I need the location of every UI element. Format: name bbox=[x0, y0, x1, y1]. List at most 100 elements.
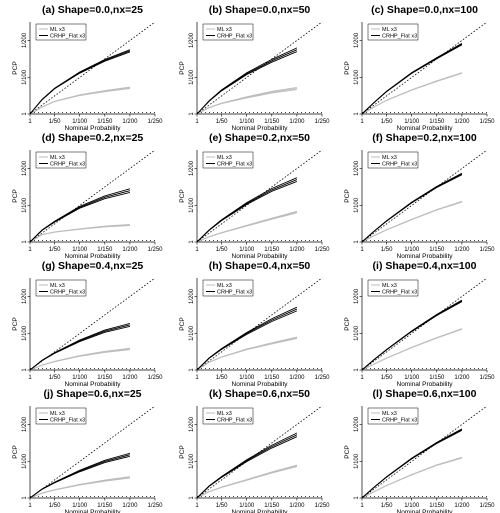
x-tick-label: 1 bbox=[360, 375, 364, 381]
x-tick-label: 1 bbox=[360, 247, 364, 253]
y-tick-label: 1/200 bbox=[22, 32, 28, 48]
legend-ml-label: ML x3 bbox=[50, 155, 65, 161]
legend-ml-label: ML x3 bbox=[382, 411, 397, 417]
y-axis-label: PCP bbox=[12, 317, 19, 330]
y-tick-label: 1/200 bbox=[354, 160, 360, 176]
ml-series-line bbox=[196, 336, 297, 371]
x-tick-label: 1/250 bbox=[479, 503, 495, 509]
y-tick-label: 1/100 bbox=[22, 453, 28, 469]
legend-ml-label: ML x3 bbox=[50, 283, 65, 289]
legend-crhp-label: CRHP_Flat x3 bbox=[217, 290, 252, 296]
y-tick-label: 1 bbox=[22, 368, 28, 372]
crhp-series-line bbox=[196, 434, 298, 499]
x-tick-label: 1/250 bbox=[479, 375, 495, 381]
x-axis-label: Nominal Probability bbox=[397, 253, 454, 260]
x-tick-label: 1 bbox=[195, 503, 199, 509]
ml-series-line bbox=[196, 337, 297, 371]
ml-series-line bbox=[196, 338, 297, 371]
y-tick-label: 1 bbox=[22, 240, 28, 244]
crhp-series-line bbox=[196, 47, 298, 115]
y-tick-label: 1 bbox=[354, 496, 360, 500]
crhp-series-line bbox=[196, 432, 298, 499]
crhp-series-line bbox=[29, 454, 131, 499]
x-tick-label: 1/250 bbox=[147, 503, 163, 509]
crhp-series-line bbox=[29, 188, 131, 243]
x-tick-label: 1 bbox=[28, 375, 32, 381]
crhp-series-line bbox=[361, 43, 463, 115]
panel-h: (h) Shape=0.4,nx=50 1 1/50 1/100 1/150 1/200 1… bbox=[179, 260, 330, 388]
x-tick-label: 1/50 bbox=[216, 247, 228, 253]
legend-crhp-label: CRHP_Flat x3 bbox=[50, 34, 85, 40]
x-axis-label: Nominal Probability bbox=[65, 509, 122, 513]
reference-line bbox=[29, 277, 156, 371]
x-tick-label: 1/150 bbox=[97, 503, 113, 509]
x-tick-label: 1/200 bbox=[454, 247, 470, 253]
crhp-series-line bbox=[29, 51, 131, 115]
reference-line bbox=[361, 277, 488, 371]
x-tick-label: 1/150 bbox=[97, 119, 113, 125]
x-tick-label: 1/100 bbox=[72, 119, 88, 125]
legend-crhp-label: CRHP_Flat x3 bbox=[217, 34, 252, 40]
x-tick-label: 1/200 bbox=[289, 375, 305, 381]
y-tick-label: 1 bbox=[22, 496, 28, 500]
y-tick-label: 1/100 bbox=[22, 69, 28, 85]
y-axis-label: PCP bbox=[179, 317, 186, 330]
x-tick-label: 1/150 bbox=[97, 375, 113, 381]
x-tick-label: 1/200 bbox=[454, 375, 470, 381]
x-axis-label: Nominal Probability bbox=[232, 253, 289, 260]
legend-crhp-label: CRHP_Flat x3 bbox=[217, 162, 252, 168]
legend-ml-label: ML x3 bbox=[382, 27, 397, 33]
panel-b: (b) Shape=0.0,nx=50 1 1/50 1/100 1/150 1/200 1… bbox=[179, 4, 330, 132]
x-tick-label: 1/100 bbox=[239, 247, 255, 253]
x-tick-label: 1/200 bbox=[122, 247, 138, 253]
y-tick-label: 1/200 bbox=[189, 32, 195, 48]
ml-series-line bbox=[196, 86, 297, 115]
reference-line bbox=[361, 21, 488, 115]
panel-title: (j) Shape=0.6,nx=25 bbox=[43, 388, 141, 400]
reference-line bbox=[196, 21, 323, 115]
reference-line bbox=[29, 405, 156, 499]
x-axis-label: Nominal Probability bbox=[232, 509, 289, 513]
reference-line bbox=[196, 405, 323, 499]
panel-title: (e) Shape=0.2,nx=50 bbox=[209, 132, 310, 144]
panel-d: (d) Shape=0.2,nx=25 1 1/50 1/100 1/150 1/200 1… bbox=[12, 132, 163, 260]
x-tick-label: 1/200 bbox=[289, 503, 305, 509]
x-tick-label: 1/50 bbox=[216, 503, 228, 509]
crhp-series-line bbox=[361, 429, 463, 499]
crhp-series-line bbox=[361, 300, 463, 371]
x-tick-label: 1/100 bbox=[239, 375, 255, 381]
y-tick-label: 1 bbox=[189, 496, 195, 500]
x-tick-label: 1/200 bbox=[289, 247, 305, 253]
x-tick-label: 1/50 bbox=[381, 375, 393, 381]
ml-series-line bbox=[196, 464, 298, 499]
x-tick-label: 1/100 bbox=[239, 119, 255, 125]
legend-crhp-label: CRHP_Flat x3 bbox=[217, 418, 252, 424]
legend-crhp-label: CRHP_Flat x3 bbox=[50, 290, 85, 296]
y-tick-label: 1 bbox=[189, 368, 195, 372]
legend-box bbox=[367, 23, 419, 41]
x-tick-label: 1/50 bbox=[381, 119, 393, 125]
crhp-series-line bbox=[361, 44, 463, 115]
x-tick-label: 1/200 bbox=[122, 375, 138, 381]
x-tick-label: 1/150 bbox=[429, 503, 445, 509]
x-tick-label: 1/150 bbox=[264, 247, 280, 253]
x-tick-label: 1/50 bbox=[49, 375, 61, 381]
x-axis-label: Nominal Probability bbox=[397, 381, 454, 388]
legend-ml-label: ML x3 bbox=[217, 411, 232, 417]
x-tick-label: 1/50 bbox=[381, 503, 393, 509]
crhp-series-line bbox=[361, 172, 463, 243]
y-axis-label: PCP bbox=[344, 317, 351, 330]
legend-crhp-label: CRHP_Flat x3 bbox=[382, 162, 417, 168]
ml-series-line bbox=[29, 347, 130, 371]
x-tick-label: 1/50 bbox=[49, 247, 61, 253]
y-tick-label: 1/200 bbox=[22, 288, 28, 304]
legend-box bbox=[202, 151, 254, 169]
crhp-series-line bbox=[29, 452, 131, 499]
x-tick-label: 1/200 bbox=[122, 119, 138, 125]
x-tick-label: 1 bbox=[28, 503, 32, 509]
ml-series-line bbox=[29, 349, 130, 371]
x-tick-label: 1/150 bbox=[264, 503, 280, 509]
legend-box bbox=[367, 407, 419, 425]
legend-ml-label: ML x3 bbox=[217, 27, 232, 33]
x-axis-label: Nominal Probability bbox=[65, 125, 122, 132]
